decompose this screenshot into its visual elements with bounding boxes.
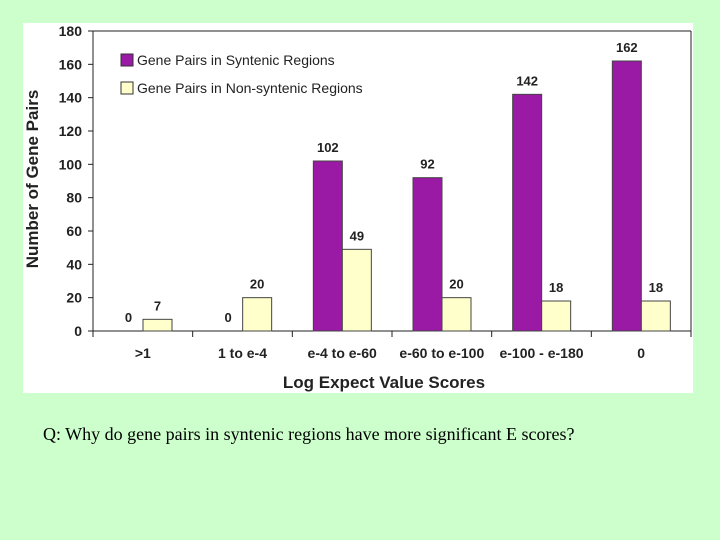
legend-label-nonsyntenic: Gene Pairs in Non-syntenic Regions [137, 80, 363, 96]
data-label-nonsyntenic: 20 [449, 277, 463, 292]
x-axis-title: Log Expect Value Scores [283, 373, 485, 392]
y-tick-label: 60 [66, 223, 82, 239]
legend-swatch-nonsyntenic [120, 81, 134, 95]
bar-nonsyntenic [541, 300, 572, 332]
chart-panel: 0 20 40 60 80 100 120 140 160 180 >1 1 to e-4 e-4 to… [23, 23, 693, 393]
legend-swatch-syntenic [120, 53, 134, 67]
y-axis-title: Number of Gene Pairs [23, 90, 42, 269]
bar-nonsyntenic [640, 300, 671, 332]
x-tick-label: e-4 to e-60 [308, 345, 377, 361]
bar-nonsyntenic [441, 297, 472, 332]
data-label-nonsyntenic: 49 [350, 228, 364, 243]
x-tick-label: e-100 - e-180 [499, 345, 583, 361]
y-tick-label: 120 [59, 123, 83, 139]
data-label-nonsyntenic: 18 [649, 280, 663, 295]
data-label-nonsyntenic: 7 [154, 298, 161, 313]
y-tick-label: 100 [59, 156, 83, 172]
y-tick-label: 180 [59, 23, 83, 39]
data-label-syntenic: 0 [125, 310, 132, 325]
y-tick-label: 0 [74, 323, 82, 339]
data-label-syntenic: 92 [420, 157, 434, 172]
x-tick-label: 0 [637, 345, 645, 361]
y-tick-label: 140 [59, 90, 83, 106]
data-label-syntenic: 102 [317, 140, 339, 155]
y-tick-label: 160 [59, 56, 83, 72]
y-tick-label: 40 [66, 256, 82, 272]
y-tick-label: 20 [66, 290, 82, 306]
x-tick-label: e-60 to e-100 [399, 345, 484, 361]
bar-nonsyntenic [242, 297, 273, 332]
legend: Gene Pairs in Syntenic Regions Gene Pair… [120, 52, 363, 96]
data-label-nonsyntenic: 20 [250, 277, 264, 292]
bar-syntenic [412, 177, 443, 332]
data-label-syntenic: 142 [516, 73, 538, 88]
data-label-syntenic: 0 [225, 310, 232, 325]
data-label-nonsyntenic: 18 [549, 280, 563, 295]
question-text: Q: Why do gene pairs in syntenic regions… [43, 424, 575, 444]
bar-syntenic [611, 60, 642, 332]
bar-syntenic [312, 160, 343, 332]
bar-nonsyntenic [142, 318, 173, 332]
bar-nonsyntenic [341, 248, 372, 332]
y-tick-label: 80 [66, 190, 82, 206]
legend-label-syntenic: Gene Pairs in Syntenic Regions [137, 52, 335, 68]
data-label-syntenic: 162 [616, 40, 638, 55]
x-tick-label: 1 to e-4 [218, 345, 267, 361]
x-tick-label: >1 [135, 345, 151, 361]
bar-syntenic [512, 93, 543, 332]
